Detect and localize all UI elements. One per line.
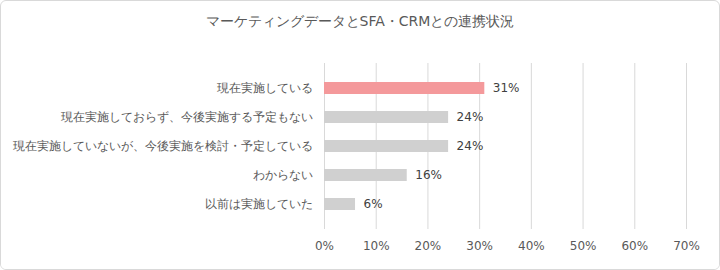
svg-text:10%: 10% bbox=[363, 239, 390, 253]
svg-text:31%: 31% bbox=[493, 81, 520, 95]
svg-text:30%: 30% bbox=[466, 239, 493, 253]
svg-text:現在実施しておらず、今後実施する予定もない: 現在実施しておらず、今後実施する予定もない bbox=[61, 110, 313, 124]
svg-text:以前は実施していた: 以前は実施していた bbox=[205, 197, 313, 211]
svg-text:現在実施していないが、今後実施を検討・予定している: 現在実施していないが、今後実施を検討・予定している bbox=[13, 139, 313, 153]
html-text:マーケティングデータとSFA・CRMとの連携状況: マーケティングデータとSFA・CRMとの連携状況 bbox=[205, 13, 515, 29]
svg-text:40%: 40% bbox=[518, 239, 545, 253]
svg-text:50%: 50% bbox=[570, 239, 597, 253]
svg-text:20%: 20% bbox=[415, 239, 442, 253]
svg-text:0%: 0% bbox=[315, 239, 334, 253]
svg-text:現在実施している: 現在実施している bbox=[217, 81, 313, 95]
svg-text:60%: 60% bbox=[621, 239, 648, 253]
svg-text:70%: 70% bbox=[673, 239, 700, 253]
svg-text:16%: 16% bbox=[415, 168, 442, 182]
svg-text:24%: 24% bbox=[457, 139, 484, 153]
svg-text:6%: 6% bbox=[364, 197, 383, 211]
svg-text:わからない: わからない bbox=[253, 168, 313, 182]
svg-text:24%: 24% bbox=[457, 110, 484, 124]
